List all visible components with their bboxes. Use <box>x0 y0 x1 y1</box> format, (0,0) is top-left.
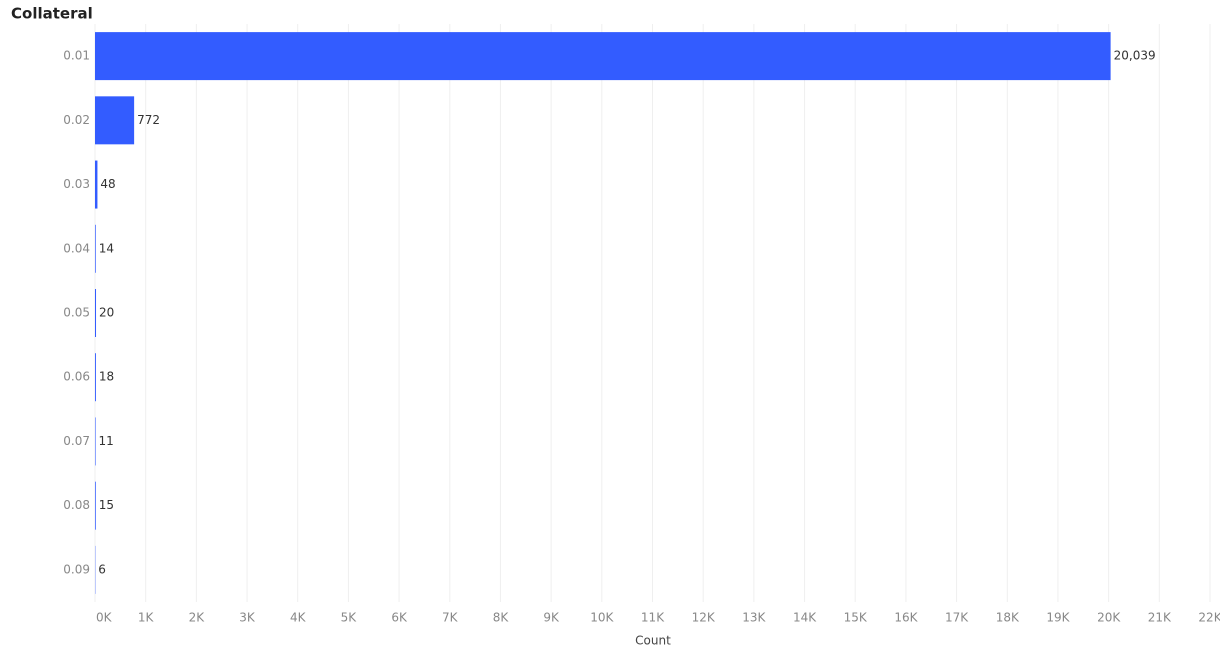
value-label: 6 <box>98 562 106 576</box>
x-tick-label: 17K <box>945 611 969 625</box>
y-tick-label: 0.03 <box>63 177 90 191</box>
x-tick-label: 12K <box>692 611 716 625</box>
y-tick-label: 0.09 <box>63 562 90 576</box>
x-tick-label: 22K <box>1198 611 1220 625</box>
bar <box>95 417 96 466</box>
x-tick-label: 1K <box>138 611 155 625</box>
y-tick-label: 0.01 <box>63 49 90 63</box>
bar <box>95 481 96 530</box>
x-tick-label: 19K <box>1046 611 1070 625</box>
x-tick-label: 8K <box>493 611 510 625</box>
bar <box>95 224 96 273</box>
x-tick-label: 18K <box>996 611 1020 625</box>
value-label: 18 <box>99 370 114 384</box>
x-tick-label: 5K <box>341 611 358 625</box>
x-tick-label: 6K <box>391 611 408 625</box>
y-tick-label: 0.07 <box>63 434 90 448</box>
bar <box>95 96 135 145</box>
bar <box>95 289 97 337</box>
x-tick-label: 2K <box>189 611 206 625</box>
value-label: 11 <box>99 434 114 448</box>
x-tick-label: 14K <box>793 611 817 625</box>
y-tick-label: 0.04 <box>63 241 90 255</box>
x-tick-label: 7K <box>442 611 459 625</box>
x-tick-label: 16K <box>894 611 918 625</box>
value-label: 48 <box>100 177 115 191</box>
y-tick-label: 0.06 <box>63 370 90 384</box>
bar <box>95 32 1111 81</box>
x-tick-label: 11K <box>641 611 665 625</box>
x-tick-label: 13K <box>742 611 766 625</box>
x-tick-label: 15K <box>844 611 868 625</box>
value-label: 14 <box>99 241 114 255</box>
value-label: 772 <box>137 113 160 127</box>
value-label: 15 <box>99 498 114 512</box>
x-tick-label: 10K <box>590 611 614 625</box>
x-tick-label: 21K <box>1148 611 1172 625</box>
bar <box>95 160 98 209</box>
x-tick-label: 3K <box>239 611 256 625</box>
x-tick-label: 20K <box>1097 611 1121 625</box>
bar <box>95 353 96 402</box>
chart-title: Collateral <box>11 5 93 23</box>
x-axis-label: Count <box>635 634 671 648</box>
x-tick-label: 4K <box>290 611 307 625</box>
value-label: 20,039 <box>1114 49 1156 63</box>
y-tick-label: 0.05 <box>63 306 90 320</box>
y-tick-label: 0.08 <box>63 498 90 512</box>
x-tick-label: 0K <box>96 611 113 625</box>
x-tick-label: 9K <box>543 611 560 625</box>
y-tick-label: 0.02 <box>63 113 90 127</box>
value-label: 20 <box>99 306 114 320</box>
